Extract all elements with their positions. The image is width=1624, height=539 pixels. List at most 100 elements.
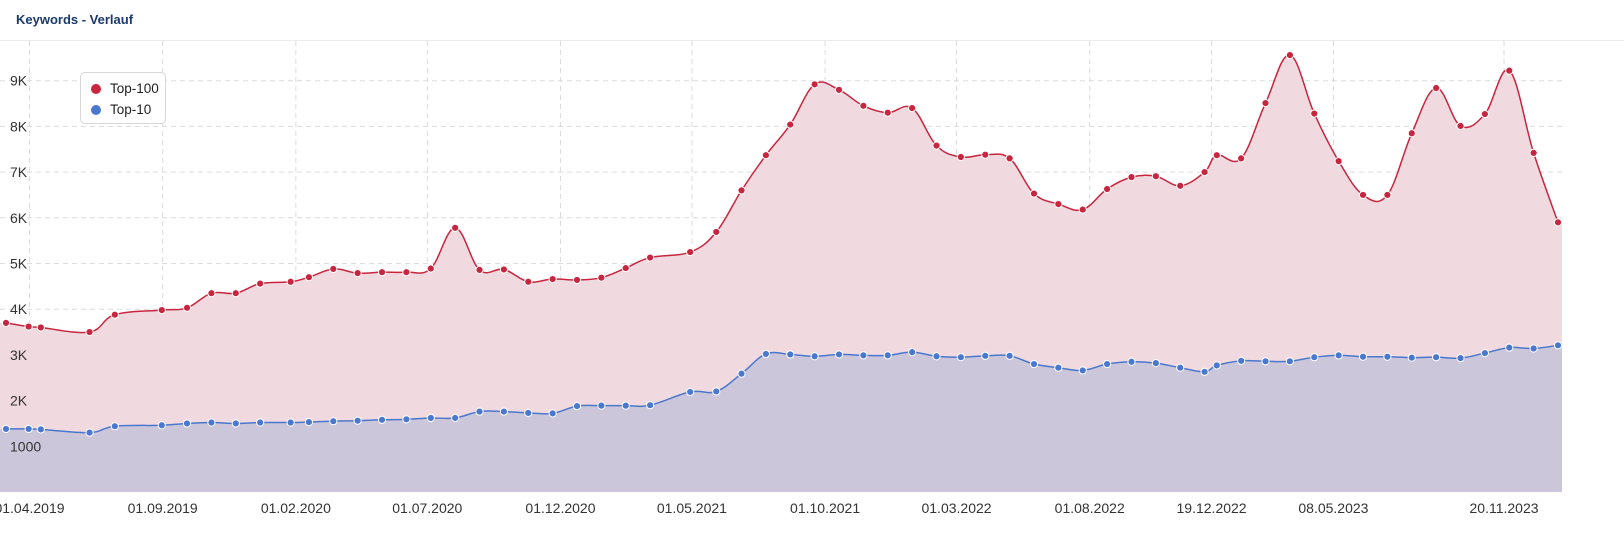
point-top-100 bbox=[1456, 121, 1465, 131]
point-top-100 bbox=[1103, 184, 1112, 194]
point-top-100 bbox=[475, 265, 484, 274]
point-top-10 bbox=[182, 419, 192, 428]
y-tick-label: 7K bbox=[10, 164, 28, 180]
point-top-100 bbox=[1432, 83, 1441, 93]
point-top-10 bbox=[646, 401, 655, 410]
point-top-10 bbox=[883, 351, 892, 360]
point-top-100 bbox=[157, 306, 166, 315]
point-top-10 bbox=[932, 352, 941, 361]
y-tick-label: 4K bbox=[10, 301, 28, 317]
point-top-100 bbox=[1005, 154, 1014, 163]
x-tick-label: 01.02.2020 bbox=[261, 500, 331, 516]
legend-marker-top-100 bbox=[91, 83, 101, 94]
point-top-10 bbox=[712, 387, 721, 396]
point-top-10 bbox=[353, 416, 362, 425]
point-top-10 bbox=[1054, 363, 1063, 372]
point-top-100 bbox=[1261, 98, 1270, 108]
point-top-100 bbox=[451, 223, 460, 232]
point-top-10 bbox=[956, 353, 965, 362]
legend-item-top-100[interactable]: Top-100 bbox=[91, 78, 165, 99]
chart-title: Keywords - Verlauf bbox=[16, 12, 134, 27]
point-top-10 bbox=[908, 348, 917, 357]
point-top-10 bbox=[1237, 356, 1246, 365]
point-top-100 bbox=[286, 277, 295, 286]
point-top-100 bbox=[1285, 51, 1295, 60]
point-top-10 bbox=[24, 424, 33, 434]
x-tick-label: 01.09.2019 bbox=[128, 500, 198, 516]
point-top-10 bbox=[304, 417, 314, 427]
point-top-100 bbox=[686, 247, 695, 257]
point-top-10 bbox=[1200, 367, 1209, 376]
point-top-10 bbox=[1358, 352, 1368, 361]
point-top-100 bbox=[256, 279, 265, 288]
point-top-10 bbox=[1432, 353, 1441, 362]
point-top-10 bbox=[1261, 357, 1270, 366]
point-top-10 bbox=[1029, 359, 1039, 369]
point-top-10 bbox=[786, 350, 795, 359]
point-top-10 bbox=[548, 409, 557, 418]
point-top-100 bbox=[786, 120, 795, 129]
point-top-10 bbox=[207, 418, 216, 427]
x-tick-label: 01.12.2020 bbox=[525, 500, 595, 516]
point-top-10 bbox=[499, 407, 508, 416]
point-top-100 bbox=[1310, 109, 1319, 118]
point-top-100 bbox=[402, 268, 411, 277]
x-tick-label: 01.10.2021 bbox=[790, 500, 860, 516]
legend-label-top-100: Top-100 bbox=[110, 81, 159, 96]
point-top-100 bbox=[1334, 157, 1343, 166]
point-top-100 bbox=[572, 275, 582, 285]
y-tick-label: 8K bbox=[10, 118, 28, 134]
point-top-100 bbox=[1151, 172, 1160, 181]
legend-marker-top-10 bbox=[91, 104, 101, 115]
chart-header: Keywords - Verlauf bbox=[0, 0, 1624, 41]
point-top-10 bbox=[426, 413, 435, 423]
point-top-10 bbox=[286, 418, 295, 427]
point-top-100 bbox=[1, 318, 11, 328]
point-top-100 bbox=[85, 327, 94, 337]
point-top-100 bbox=[377, 268, 387, 277]
point-top-10 bbox=[1310, 353, 1319, 362]
area-top-10 bbox=[0, 345, 1562, 492]
x-tick-label: 01.08.2022 bbox=[1055, 500, 1125, 516]
point-top-10 bbox=[1151, 359, 1160, 368]
point-top-100 bbox=[981, 150, 990, 159]
point-top-10 bbox=[1529, 344, 1538, 353]
point-top-10 bbox=[1078, 366, 1087, 375]
point-top-100 bbox=[908, 104, 917, 113]
point-top-100 bbox=[304, 273, 314, 282]
point-top-10 bbox=[256, 418, 265, 427]
point-top-10 bbox=[1334, 351, 1343, 360]
point-top-10 bbox=[686, 387, 695, 397]
point-top-100 bbox=[1212, 151, 1221, 160]
point-top-100 bbox=[737, 186, 746, 195]
point-top-10 bbox=[597, 401, 606, 410]
legend-item-top-10[interactable]: Top-10 bbox=[91, 99, 165, 120]
point-top-100 bbox=[1553, 218, 1563, 227]
y-tick-label: 5K bbox=[10, 256, 28, 272]
point-top-100 bbox=[1078, 205, 1087, 214]
point-top-10 bbox=[1505, 343, 1514, 352]
y-tick-label: 3K bbox=[10, 347, 28, 363]
point-top-100 bbox=[353, 268, 362, 278]
point-top-100 bbox=[932, 141, 941, 150]
point-top-10 bbox=[834, 350, 844, 359]
point-top-10 bbox=[761, 349, 770, 359]
point-top-10 bbox=[1, 424, 11, 434]
point-top-100 bbox=[712, 227, 721, 237]
point-top-10 bbox=[1103, 359, 1112, 369]
point-top-100 bbox=[1176, 181, 1185, 190]
point-top-100 bbox=[1383, 190, 1392, 200]
point-top-100 bbox=[761, 151, 770, 160]
x-tick-label: 20.11.2023 bbox=[1470, 500, 1539, 516]
x-tick-label: 01.05.2021 bbox=[657, 500, 727, 516]
point-top-100 bbox=[548, 274, 557, 284]
point-top-100 bbox=[883, 108, 892, 117]
point-top-10 bbox=[157, 421, 166, 430]
x-tick-label: 19.12.2022 bbox=[1177, 500, 1247, 516]
point-top-100 bbox=[1358, 190, 1368, 200]
point-top-100 bbox=[1480, 109, 1489, 119]
x-tick-label: 01.04.2019 bbox=[0, 500, 65, 516]
point-top-100 bbox=[1127, 173, 1136, 182]
point-top-100 bbox=[110, 310, 119, 319]
